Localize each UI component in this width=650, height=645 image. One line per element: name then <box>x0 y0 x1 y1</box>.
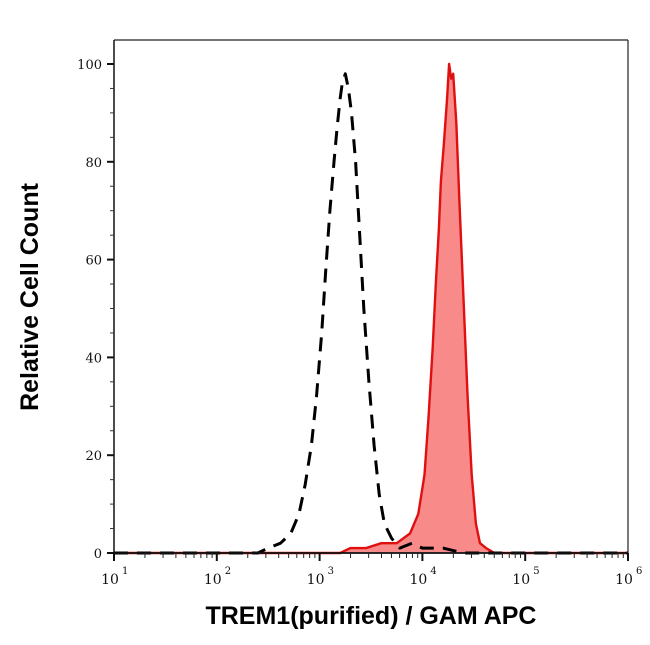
y-tick-label: 80 <box>85 156 102 171</box>
y-tick-label: 0 <box>94 547 102 562</box>
series-layer <box>114 62 628 555</box>
x-tick-label: 10 <box>204 572 222 588</box>
x-tick-exponent: 2 <box>225 566 231 577</box>
positive-histogram-line <box>114 62 628 555</box>
y-tick-label: 20 <box>85 449 102 464</box>
negative-control-line <box>114 72 628 555</box>
x-tick-exponent: 5 <box>533 566 539 577</box>
y-axis-title: Relative Cell Count <box>16 182 44 410</box>
x-tick-exponent: 6 <box>636 566 642 577</box>
plot-frame <box>114 39 629 553</box>
x-tick-label: 10 <box>409 572 427 588</box>
x-tick-label: 10 <box>615 572 633 588</box>
x-tick-exponent: 4 <box>430 566 436 577</box>
positive-histogram-fill <box>114 64 628 553</box>
x-tick-label: 10 <box>512 572 530 588</box>
y-tick-label: 60 <box>85 254 102 269</box>
x-tick-exponent: 1 <box>122 566 128 577</box>
x-tick-exponent: 3 <box>328 566 334 577</box>
x-tick-label: 10 <box>307 572 325 588</box>
y-tick-label: 40 <box>85 351 102 366</box>
y-tick-label: 100 <box>77 58 102 73</box>
y-axis: 0 20 40 60 80 100 <box>77 40 115 562</box>
x-axis-title: TREM1(purified) / GAM APC <box>205 602 536 630</box>
x-tick-label: 10 <box>101 572 119 588</box>
